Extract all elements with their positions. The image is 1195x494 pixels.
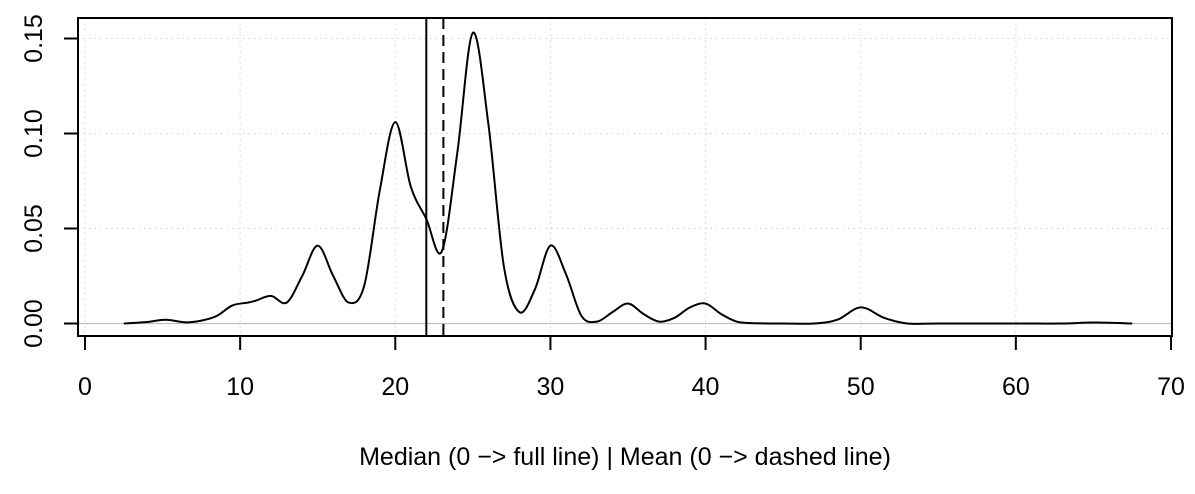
y-tick-label: 0.15 — [20, 14, 48, 63]
x-tick-label: 0 — [78, 373, 92, 401]
x-tick-label: 50 — [847, 373, 875, 401]
x-tick-label: 10 — [226, 373, 254, 401]
x-tick-label: 40 — [692, 373, 720, 401]
x-tick-label: 30 — [537, 373, 565, 401]
y-tick-label: 0.00 — [20, 299, 48, 348]
x-axis: 0 10 20 30 40 50 60 70 — [78, 335, 1185, 401]
density-curve-0 — [123, 31, 1133, 325]
x-tick-label: 20 — [381, 373, 409, 401]
y-tick-label: 0.05 — [20, 204, 48, 253]
x-tick-label: 60 — [1002, 373, 1030, 401]
density-series — [123, 31, 1133, 325]
x-axis-title: Median (0 −> full line) | Mean (0 −> das… — [359, 443, 891, 471]
reference-lines — [425, 18, 445, 336]
x-tick-label: 70 — [1157, 373, 1185, 401]
y-tick-label: 0.10 — [20, 109, 48, 158]
y-axis: 0.00 0.05 0.10 0.15 — [20, 14, 79, 348]
